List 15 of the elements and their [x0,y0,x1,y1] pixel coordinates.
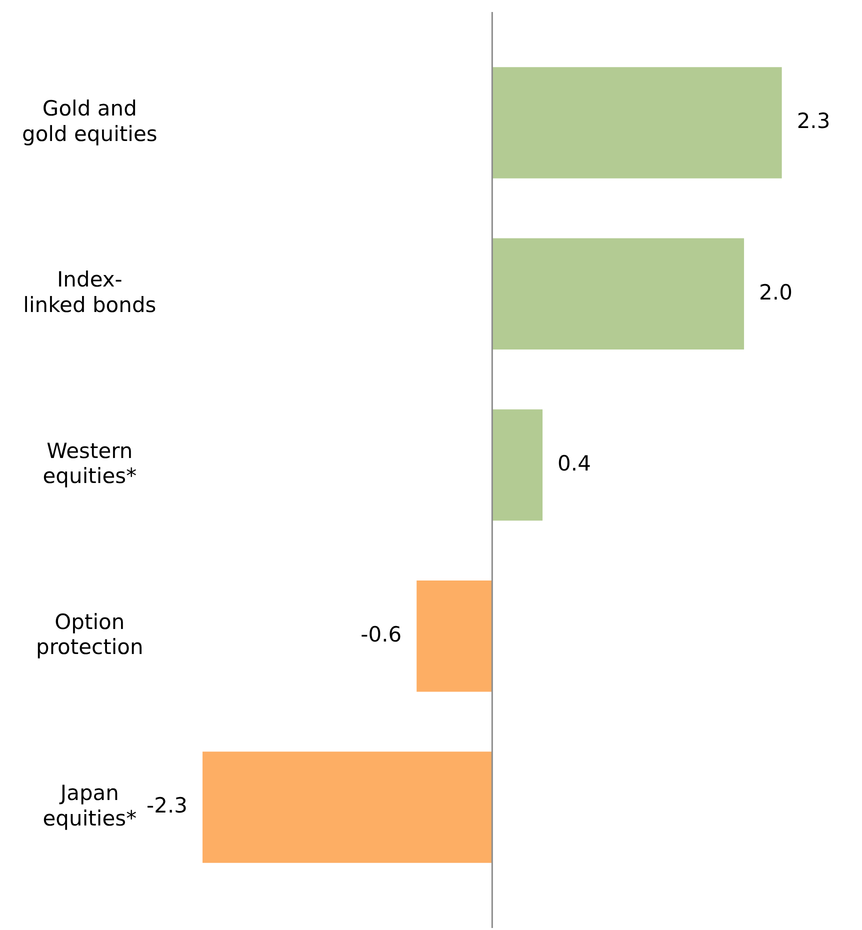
bar [492,409,543,521]
data-label: 2.0 [759,280,792,304]
y-tick-label: Japan equities* [42,781,137,830]
data-label: -2.3 [146,794,188,818]
data-label: -0.6 [360,622,402,647]
bar [492,238,744,350]
bar [492,67,782,178]
bar [416,580,492,692]
data-label: 2.3 [796,109,830,134]
y-tick-label: Western equities* [42,438,137,488]
data-label: 0.4 [558,451,591,476]
bar [202,752,492,863]
y-tick-label: Index- linked bonds [23,268,156,317]
y-tick-label: Option protection [36,610,144,660]
y-tick-label: Gold and gold equities [22,96,158,146]
